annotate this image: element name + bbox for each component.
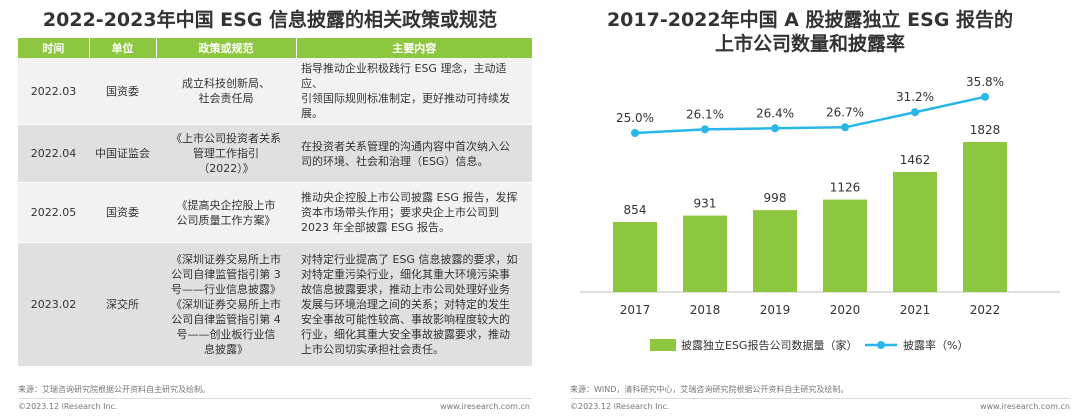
table-row: 2022.05 国资委 《提高央企控股上市 公司质量工作方案》 推动央企控股上市公司披… (18, 182, 532, 243)
header-content: 主要内容 (296, 38, 532, 58)
legend-bar-swatch (650, 339, 676, 351)
cell-time: 2022.05 (18, 182, 89, 243)
policy-title: 2022-2023年中国 ESG 信息披露的相关政策或规范 (42, 9, 498, 31)
bar-2022 (963, 142, 1007, 292)
x-tick-2020: 2020 (830, 303, 861, 317)
cell-content: 对特定行业提高了 ESG 信息披露的要求，如 对特定重污染行业，细化其重大环境污… (296, 242, 532, 367)
x-tick-2022: 2022 (970, 303, 1001, 317)
website: www.iresearch.com.cn (980, 402, 1070, 411)
rate-label-2019: 26.4% (756, 106, 794, 120)
cell-policy: 成立科技创新局、 社会责任局 (156, 58, 296, 125)
esg-chart: 854 2017 931 2018 998 2019 1126 2020 1462 2021 182… (580, 75, 1060, 352)
chart-title-line2: 上市公司数量和披露率 (714, 33, 905, 55)
copyright: ©2023.12 iResearch Inc. (570, 402, 670, 411)
bar-2019 (753, 210, 797, 292)
x-tick-2017: 2017 (620, 303, 651, 317)
legend-bar-label: 披露独立ESG报告公司数据量（家） (681, 338, 857, 352)
cell-unit: 国资委 (89, 182, 156, 243)
rate-line (634, 95, 986, 135)
cell-content: 指导推动企业积极践行 ESG 理念，主动适应、 引领国际规则标准制定，更好推动可… (296, 58, 532, 125)
bar-label-2021: 1462 (900, 153, 931, 167)
rate-label-2017: 25.0% (616, 111, 654, 125)
x-tick-2021: 2021 (900, 303, 931, 317)
website: www.iresearch.com.cn (440, 402, 530, 411)
chart-panel: 2017-2022年中国 A 股披露独立 ESG 报告的 上市公司数量和披露率 … (540, 0, 1080, 419)
bar-2020 (823, 199, 867, 292)
x-tick-2018: 2018 (690, 303, 721, 317)
cell-policy: 《上市公司投资者关系 管理工作指引 （2022）》 (156, 124, 296, 183)
cell-time: 2022.03 (18, 58, 89, 125)
cell-unit: 中国证监会 (89, 124, 156, 183)
table-row: 2022.03 国资委 成立科技创新局、 社会责任局 指导推动企业积极践行 ESG 理… (18, 58, 532, 125)
bar-label-2022: 1828 (970, 123, 1001, 137)
legend-line-label: 披露率（%） (903, 338, 968, 352)
rate-label-2021: 31.2% (896, 90, 934, 104)
cell-unit: 深交所 (89, 242, 156, 367)
bar-2021 (893, 172, 937, 292)
x-tick-2019: 2019 (760, 303, 791, 317)
rate-label-2020: 26.7% (826, 105, 864, 119)
cell-time: 2022.04 (18, 124, 89, 183)
rate-point-2019 (771, 124, 779, 133)
rate-label-2022: 35.8% (966, 75, 1004, 89)
bar-2017 (613, 221, 657, 292)
policy-table: 时间 单位 政策或规范 主要内容 2022.03 国资委 成立科技创新局、 社会责任… (18, 38, 532, 367)
cell-unit: 国资委 (89, 58, 156, 125)
rate-point-2022 (981, 92, 989, 101)
footer-divider (18, 398, 532, 399)
rate-point-2020 (841, 123, 849, 132)
bar-label-2020: 1126 (830, 181, 861, 195)
rate-label-2018: 26.1% (686, 107, 724, 121)
rate-point-2017 (631, 129, 639, 137)
cell-policy: 《提高央企控股上市 公司质量工作方案》 (156, 182, 296, 243)
bar-label-2018: 931 (694, 197, 717, 211)
policy-panel: 2022-2023年中国 ESG 信息披露的相关政策或规范 时间 单位 政策或规… (18, 9, 532, 411)
footer-divider (570, 398, 1070, 399)
policy-source: 来源：艾瑞咨询研究院根据公开资料自主研究及绘制。 (18, 385, 210, 394)
rate-point-2018 (701, 125, 709, 134)
bar-2018 (683, 215, 727, 292)
copyright: ©2023.12 iResearch Inc. (18, 402, 118, 411)
legend-line-marker (877, 341, 885, 349)
bar-label-2019: 998 (764, 191, 787, 205)
cell-content: 推动央企控股上市公司披露 ESG 报告，发挥 资本市场带头作用；要求央企上市公司… (296, 182, 532, 243)
header-time: 时间 (18, 38, 90, 58)
cell-time: 2023.02 (18, 242, 89, 367)
chart-title-line1: 2017-2022年中国 A 股披露独立 ESG 报告的 (606, 9, 1014, 31)
header-policy: 政策或规范 (156, 38, 297, 58)
cell-policy: 《深圳证券交易所上市 公司自律监管指引第 3 号——行业信息披露》 《深圳证券交… (156, 242, 296, 367)
cell-content: 在投资者关系管理的沟通内容中首次纳入公 司的环境、社会和治理（ESG）信息。 (296, 124, 532, 183)
rate-point-2021 (911, 108, 919, 117)
bar-label-2017: 854 (624, 203, 647, 217)
chart-source: 来源：WIND，清科研究中心，艾瑞咨询研究院根据公开资料自主研究及绘制。 (570, 385, 849, 394)
table-row: 2022.04 中国证监会 《上市公司投资者关系 管理工作指引 （2022）》 在投资… (18, 124, 532, 183)
table-row: 2023.02 深交所 《深圳证券交易所上市 公司自律监管指引第 3 号——行业信息… (18, 242, 532, 367)
header-unit: 单位 (89, 38, 157, 58)
table-header-row: 时间 单位 政策或规范 主要内容 (18, 38, 532, 58)
